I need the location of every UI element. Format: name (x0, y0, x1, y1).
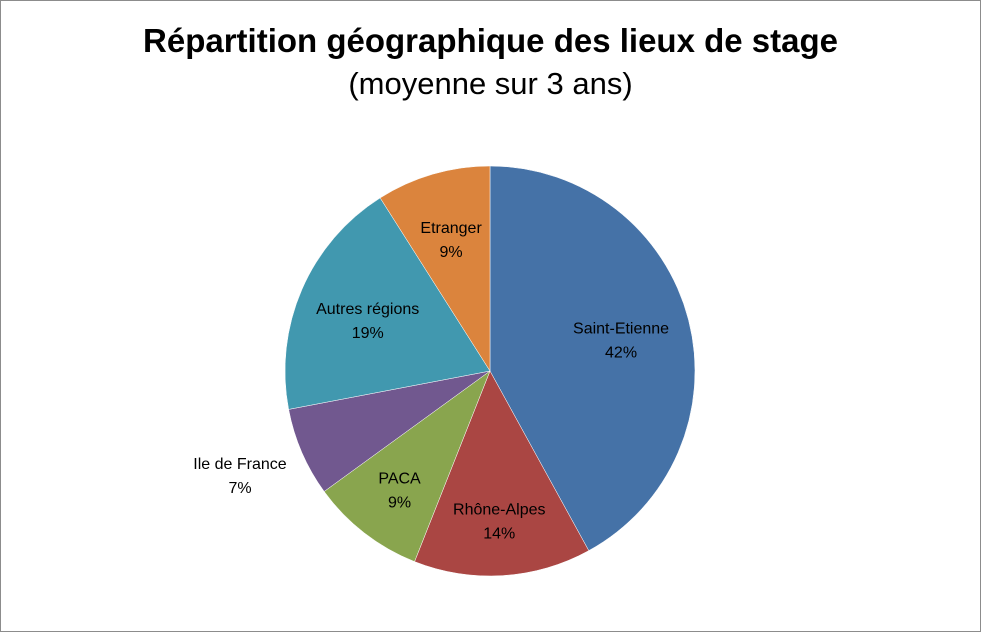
pie-slice-etranger (379, 165, 491, 372)
pie-label-saint-etienne: Saint-Etienne (573, 320, 669, 337)
pie-label-etranger-percent: 9% (440, 244, 463, 261)
chart-subtitle: (moyenne sur 3 ans) (348, 66, 633, 101)
pie-label-etranger: Etranger (420, 220, 482, 237)
pie-label-autres-r-gions-percent: 19% (352, 325, 384, 342)
pie-label-paca: PACA (378, 471, 421, 488)
pie-slices (284, 165, 696, 577)
pie-label-autres-r-gions: Autres régions (316, 301, 419, 318)
pie-label-ile-de-france: Ile de France (193, 456, 286, 473)
pie-slice-saint-etienne (489, 165, 696, 551)
pie-slice-paca (323, 370, 491, 562)
pie-label-ile-de-france-percent: 7% (228, 480, 251, 497)
pie-label-rh-ne-alpes-percent: 14% (483, 525, 515, 542)
pie-label-rh-ne-alpes: Rhône-Alpes (453, 501, 546, 518)
pie-label-saint-etienne-percent: 42% (605, 344, 637, 361)
pie-label-paca-percent: 9% (388, 495, 411, 512)
pie-slice-autres-r-gions (284, 197, 491, 410)
pie-slice-rh-ne-alpes (414, 370, 590, 577)
chart-title: Répartition géographique des lieux de st… (143, 22, 838, 59)
pie-labels: Saint-Etienne 42% Rhône-Alpes 14% PACA 9% Ile … (193, 220, 669, 542)
